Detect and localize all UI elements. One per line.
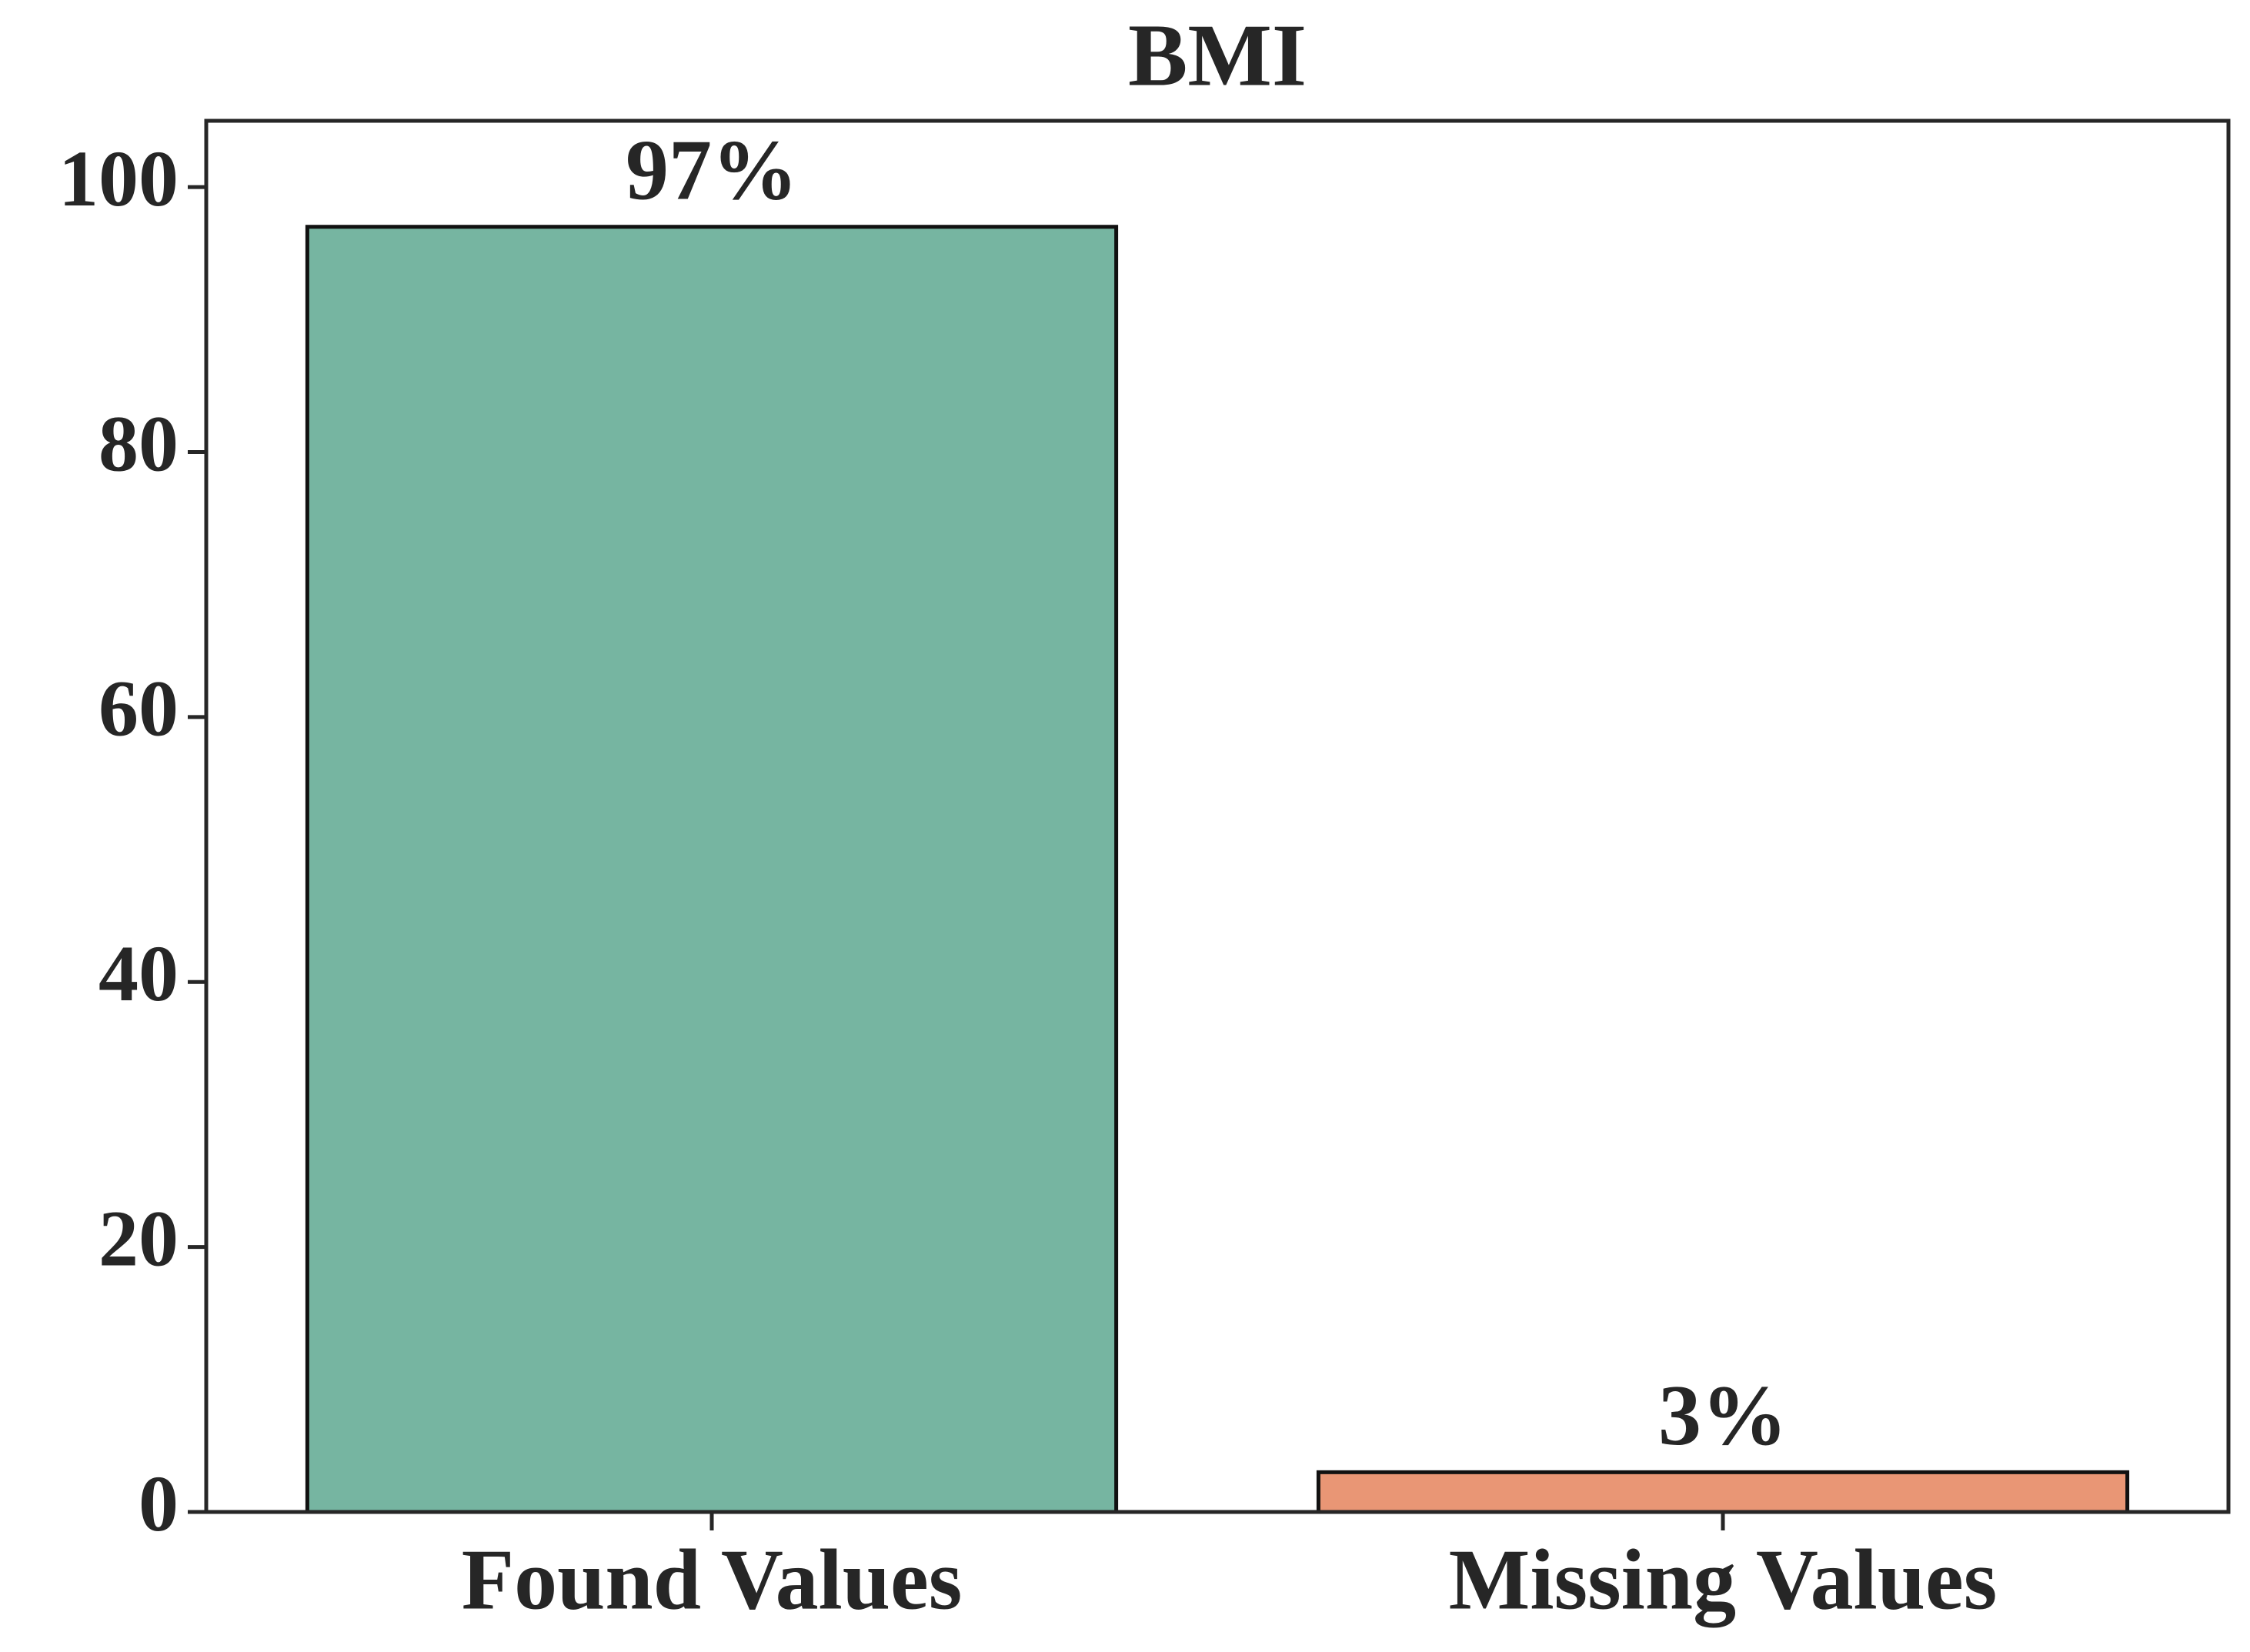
x-tick-label: Found Values — [462, 1533, 963, 1628]
y-tick-label: 60 — [98, 665, 179, 753]
chart-title: BMI — [1128, 7, 1307, 105]
y-tick-label: 100 — [58, 135, 179, 223]
x-tick-label: Missing Values — [1449, 1533, 1998, 1628]
y-tick-label: 80 — [98, 399, 179, 488]
bar — [1316, 1470, 2130, 1514]
bar — [305, 225, 1119, 1514]
y-tick-label: 20 — [98, 1194, 179, 1283]
plot-frame — [204, 118, 2231, 1514]
value-label: 3% — [1658, 1368, 1788, 1463]
y-tick-label: 0 — [139, 1460, 179, 1548]
y-tick-label: 40 — [98, 929, 179, 1018]
value-label: 97% — [626, 122, 798, 218]
